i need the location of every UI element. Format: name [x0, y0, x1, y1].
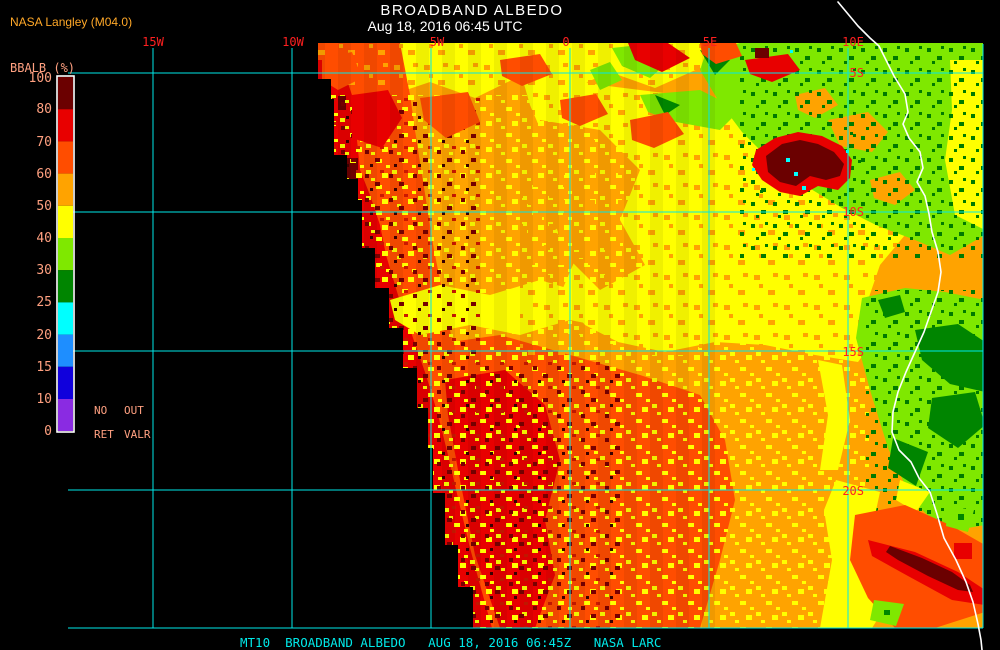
colorbar-border	[56, 75, 75, 433]
maroon-blob-feature	[748, 50, 861, 199]
colorbar-segment	[58, 173, 73, 206]
lon-label: 5W	[430, 35, 445, 49]
flag-out: OUT	[124, 404, 144, 417]
lon-label: 0	[562, 35, 569, 49]
lat-label: 20S	[842, 484, 864, 498]
colorbar-segment	[58, 399, 73, 431]
flag-no: NO	[94, 404, 107, 417]
bottom-right-features	[820, 480, 983, 628]
colorbar-segment	[58, 109, 73, 142]
colorbar-tick: 60	[36, 167, 52, 182]
flag-ret: RET	[94, 428, 114, 441]
lat-label: 15S	[842, 345, 864, 359]
colorbar-segment	[58, 141, 73, 174]
colorbar-tick: 10	[36, 392, 52, 407]
flag-labels: NO OUT RET VALR	[94, 404, 151, 441]
coastline	[837, 1, 983, 650]
colorbar-segment	[58, 270, 73, 303]
graticule-labels: 15W 10W 5W 0 5E 10E 5S 10S 15S 20S	[142, 35, 864, 498]
colorbar-tick: 25	[36, 295, 52, 310]
lat-label: 10S	[842, 205, 864, 219]
colorbar-segment	[58, 77, 73, 110]
lon-label: 5E	[703, 35, 717, 49]
colorbar-tick: 30	[36, 263, 52, 278]
albedo-data-field	[318, 43, 983, 628]
colorbar-tick: 80	[36, 102, 52, 117]
colorbar-segment	[58, 302, 73, 335]
page-subtitle: Aug 18, 2016 06:45 UTC	[368, 18, 523, 34]
darkgreen-blobs	[655, 50, 983, 486]
lon-label: 10E	[842, 35, 864, 49]
colorbar-label: BBALB (%)	[10, 61, 75, 75]
page-title: BROADBAND ALBEDO	[380, 2, 563, 19]
colorbar-ticks: 100 80 70 60 50 40 30 25 20 15 10 0	[29, 71, 52, 439]
colorbar-tick: 100	[29, 71, 52, 86]
colorbar-tick: 50	[36, 199, 52, 214]
colorbar	[56, 75, 75, 433]
colorbar-segment	[58, 334, 73, 367]
lon-label: 15W	[142, 35, 164, 49]
graticule-grid	[68, 44, 984, 629]
colorbar-tick: 0	[44, 424, 52, 439]
lat-label: 5S	[850, 66, 864, 80]
colorbar-tick: 15	[36, 360, 52, 375]
lon-label: 10W	[282, 35, 304, 49]
colorbar-segment	[58, 238, 73, 271]
colorbar-legend: 100 80 70 60 50 40 30 25 20 15 10 0 BBAL…	[10, 61, 151, 441]
flag-valr: VALR	[124, 428, 151, 441]
footer-caption: MT10 BROADBAND ALBEDO AUG 18, 2016 06:45…	[240, 635, 661, 650]
colorbar-segment	[58, 205, 73, 238]
colorbar-segment	[58, 366, 73, 399]
source-label: NASA Langley (M04.0)	[10, 15, 132, 29]
colorbar-tick: 40	[36, 231, 52, 246]
colorbar-tick: 20	[36, 328, 52, 343]
colorbar-tick: 70	[36, 135, 52, 150]
